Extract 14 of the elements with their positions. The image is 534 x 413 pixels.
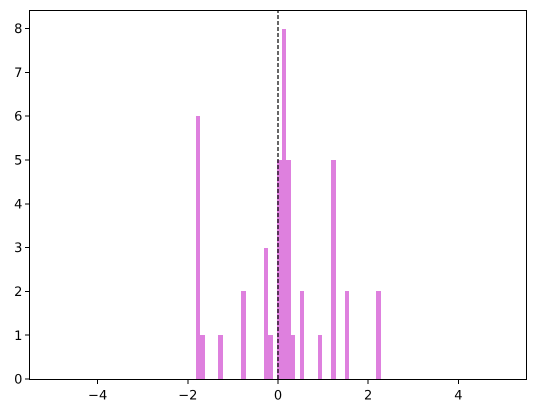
- x-tick-label: −2: [178, 388, 198, 404]
- y-tick-label: 8: [14, 22, 22, 38]
- y-tick-label: 1: [14, 328, 22, 344]
- y-tick-label: 7: [14, 66, 22, 81]
- y-tick-label: 5: [14, 154, 22, 168]
- y-tick-label: 6: [14, 110, 22, 125]
- x-tick-label: 2: [364, 388, 372, 404]
- x-tick-label: 4: [454, 388, 462, 404]
- x-tick-label: −4: [88, 388, 108, 404]
- y-tick-label: 0: [14, 372, 22, 388]
- y-tick-label: 4: [14, 197, 22, 212]
- x-tick-label: 0: [274, 388, 282, 404]
- y-tick-label: 2: [14, 284, 22, 300]
- y-tick-label: 3: [14, 241, 22, 256]
